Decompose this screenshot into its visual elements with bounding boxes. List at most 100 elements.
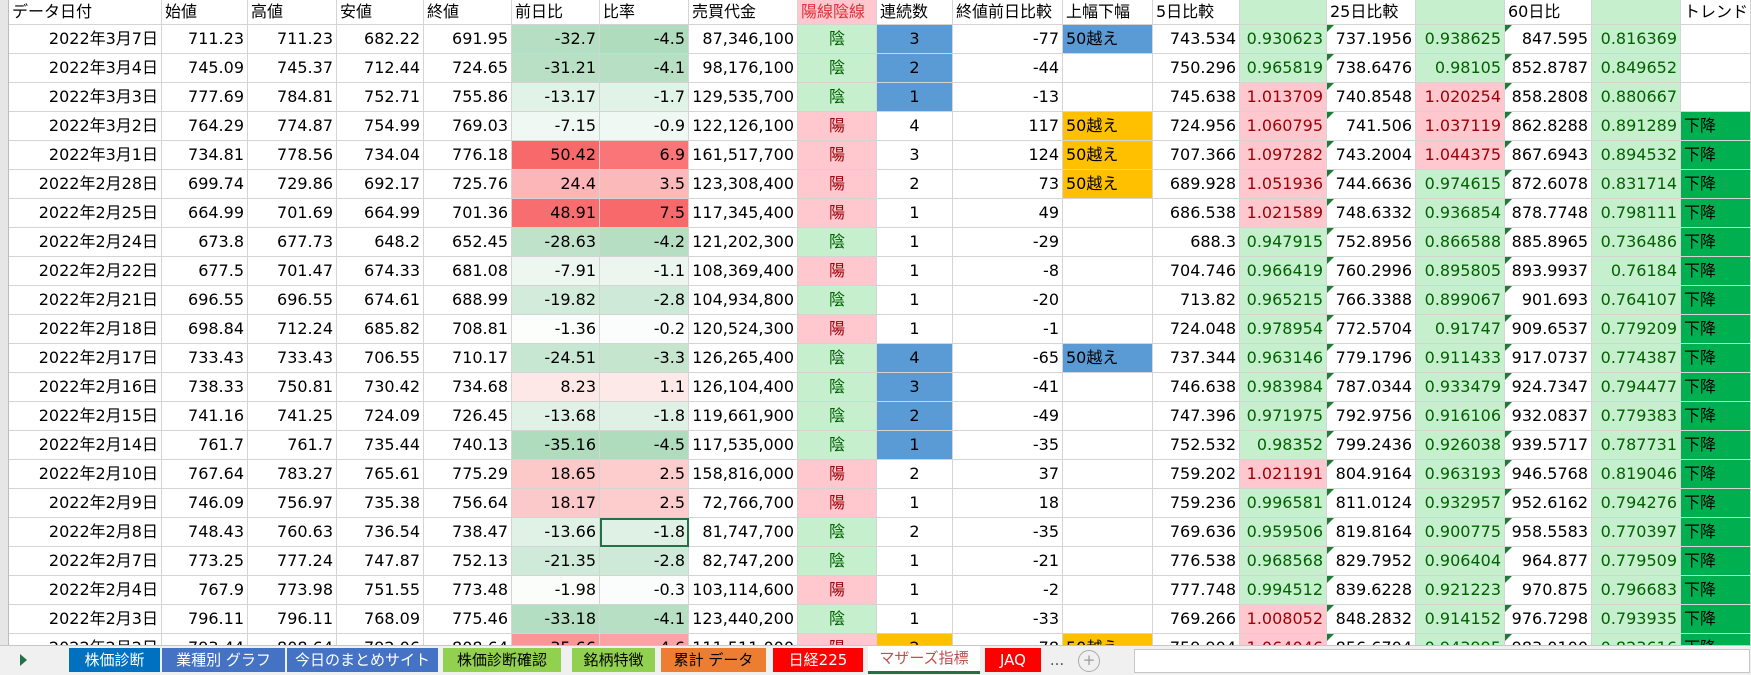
- cell-col-16[interactable]: 1.037119: [1416, 112, 1505, 141]
- cell-col-5[interactable]: 724.65: [424, 54, 512, 83]
- cell-col-19[interactable]: 下降: [1681, 199, 1751, 228]
- cell-col-10[interactable]: 1: [877, 576, 953, 605]
- cell-col-1[interactable]: 2022年3月1日: [9, 141, 162, 170]
- cell-col-10[interactable]: 2: [877, 402, 953, 431]
- cell-col-17[interactable]: 924.7347: [1505, 373, 1592, 402]
- cell-col-19[interactable]: 下降: [1681, 141, 1751, 170]
- cell-col-19[interactable]: 下降: [1681, 315, 1751, 344]
- cell-col-6[interactable]: -1.36: [512, 315, 600, 344]
- cell-col-14[interactable]: 1.021191: [1240, 460, 1327, 489]
- cell-col-4[interactable]: 692.17: [337, 170, 424, 199]
- cell-col-2[interactable]: 796.11: [162, 605, 248, 634]
- cell-col-6[interactable]: -13.66: [512, 518, 600, 547]
- cell-col-12[interactable]: [1063, 547, 1153, 576]
- cell-col-3[interactable]: 761.7: [248, 431, 337, 460]
- cell-col-6[interactable]: -19.82: [512, 286, 600, 315]
- cell-col-16[interactable]: 0.895805: [1416, 257, 1505, 286]
- sheet-tab[interactable]: 今日のまとめサイト: [287, 648, 438, 672]
- column-header[interactable]: 終値前日比較: [953, 0, 1063, 25]
- cell-col-5[interactable]: 691.95: [424, 25, 512, 54]
- cell-col-16[interactable]: 0.932957: [1416, 489, 1505, 518]
- cell-col-9[interactable]: 陰: [798, 286, 877, 315]
- cell-col-17[interactable]: 932.0837: [1505, 402, 1592, 431]
- cell-col-17[interactable]: 885.8965: [1505, 228, 1592, 257]
- sheet-tab[interactable]: 業種別 グラフ: [162, 648, 285, 672]
- cell-col-17[interactable]: 964.877: [1505, 547, 1592, 576]
- cell-col-7[interactable]: 6.9: [600, 141, 689, 170]
- cell-col-11[interactable]: -77: [953, 25, 1063, 54]
- cell-col-18[interactable]: 0.831714: [1592, 170, 1681, 199]
- cell-col-10[interactable]: 4: [877, 344, 953, 373]
- cell-col-18[interactable]: 0.891289: [1592, 112, 1681, 141]
- cell-col-18[interactable]: 0.819046: [1592, 460, 1681, 489]
- cell-col-12[interactable]: 50越え: [1063, 634, 1153, 645]
- cell-col-15[interactable]: 741.506: [1327, 112, 1416, 141]
- cell-col-5[interactable]: 755.86: [424, 83, 512, 112]
- cell-col-12[interactable]: 50越え: [1063, 141, 1153, 170]
- cell-col-8[interactable]: 117,345,400: [689, 199, 798, 228]
- cell-col-8[interactable]: 161,517,700: [689, 141, 798, 170]
- cell-col-6[interactable]: 24.4: [512, 170, 600, 199]
- cell-col-3[interactable]: 712.24: [248, 315, 337, 344]
- cell-col-14[interactable]: 0.983984: [1240, 373, 1327, 402]
- cell-col-12[interactable]: [1063, 402, 1153, 431]
- cell-col-9[interactable]: 陰: [798, 605, 877, 634]
- column-header[interactable]: [1592, 0, 1681, 25]
- cell-col-11[interactable]: -21: [953, 547, 1063, 576]
- cell-col-9[interactable]: 陰: [798, 402, 877, 431]
- cell-col-3[interactable]: 750.81: [248, 373, 337, 402]
- cell-col-4[interactable]: 751.55: [337, 576, 424, 605]
- cell-col-14[interactable]: 0.963146: [1240, 344, 1327, 373]
- cell-col-8[interactable]: 126,104,400: [689, 373, 798, 402]
- cell-col-19[interactable]: 下降: [1681, 460, 1751, 489]
- cell-col-15[interactable]: 772.5704: [1327, 315, 1416, 344]
- cell-col-16[interactable]: 0.936854: [1416, 199, 1505, 228]
- cell-col-2[interactable]: 745.09: [162, 54, 248, 83]
- cell-col-14[interactable]: 0.996581: [1240, 489, 1327, 518]
- cell-col-15[interactable]: 743.2004: [1327, 141, 1416, 170]
- cell-col-1[interactable]: 2022年2月25日: [9, 199, 162, 228]
- cell-col-2[interactable]: 764.29: [162, 112, 248, 141]
- cell-col-2[interactable]: 773.25: [162, 547, 248, 576]
- cell-col-18[interactable]: 0.880667: [1592, 83, 1681, 112]
- cell-col-7[interactable]: -4.5: [600, 431, 689, 460]
- cell-col-6[interactable]: -35.16: [512, 431, 600, 460]
- cell-col-15[interactable]: 740.8548: [1327, 83, 1416, 112]
- cell-col-1[interactable]: 2022年2月16日: [9, 373, 162, 402]
- cell-col-12[interactable]: [1063, 228, 1153, 257]
- cell-col-9[interactable]: 陽: [798, 634, 877, 645]
- cell-col-13[interactable]: 745.638: [1153, 83, 1240, 112]
- cell-col-2[interactable]: 793.44: [162, 634, 248, 645]
- cell-col-6[interactable]: -32.7: [512, 25, 600, 54]
- cell-col-14[interactable]: 1.008052: [1240, 605, 1327, 634]
- cell-col-14[interactable]: 0.965819: [1240, 54, 1327, 83]
- cell-col-2[interactable]: 698.84: [162, 315, 248, 344]
- cell-col-12[interactable]: [1063, 315, 1153, 344]
- cell-col-5[interactable]: 775.46: [424, 605, 512, 634]
- cell-col-19[interactable]: [1681, 54, 1751, 83]
- cell-col-15[interactable]: 819.8164: [1327, 518, 1416, 547]
- cell-col-10[interactable]: 1: [877, 83, 953, 112]
- cell-col-6[interactable]: 35.66: [512, 634, 600, 645]
- cell-col-14[interactable]: 0.98352: [1240, 431, 1327, 460]
- cell-col-3[interactable]: 729.86: [248, 170, 337, 199]
- cell-col-19[interactable]: 下降: [1681, 547, 1751, 576]
- cell-col-13[interactable]: 724.048: [1153, 315, 1240, 344]
- cell-col-5[interactable]: 769.03: [424, 112, 512, 141]
- cell-col-3[interactable]: 701.47: [248, 257, 337, 286]
- cell-col-8[interactable]: 123,308,400: [689, 170, 798, 199]
- cell-col-11[interactable]: 37: [953, 460, 1063, 489]
- cell-col-11[interactable]: -41: [953, 373, 1063, 402]
- cell-col-11[interactable]: -35: [953, 431, 1063, 460]
- cell-col-15[interactable]: 856.6704: [1327, 634, 1416, 645]
- column-header[interactable]: 上幅下幅: [1063, 0, 1153, 25]
- cell-col-3[interactable]: 773.98: [248, 576, 337, 605]
- cell-col-18[interactable]: 0.793935: [1592, 605, 1681, 634]
- cell-col-6[interactable]: -13.68: [512, 402, 600, 431]
- row-header-strip[interactable]: [0, 0, 9, 645]
- cell-col-12[interactable]: [1063, 199, 1153, 228]
- cell-col-10[interactable]: 2: [877, 634, 953, 645]
- cell-col-14[interactable]: 0.978954: [1240, 315, 1327, 344]
- cell-col-7[interactable]: 4.6: [600, 634, 689, 645]
- cell-col-3[interactable]: 777.24: [248, 547, 337, 576]
